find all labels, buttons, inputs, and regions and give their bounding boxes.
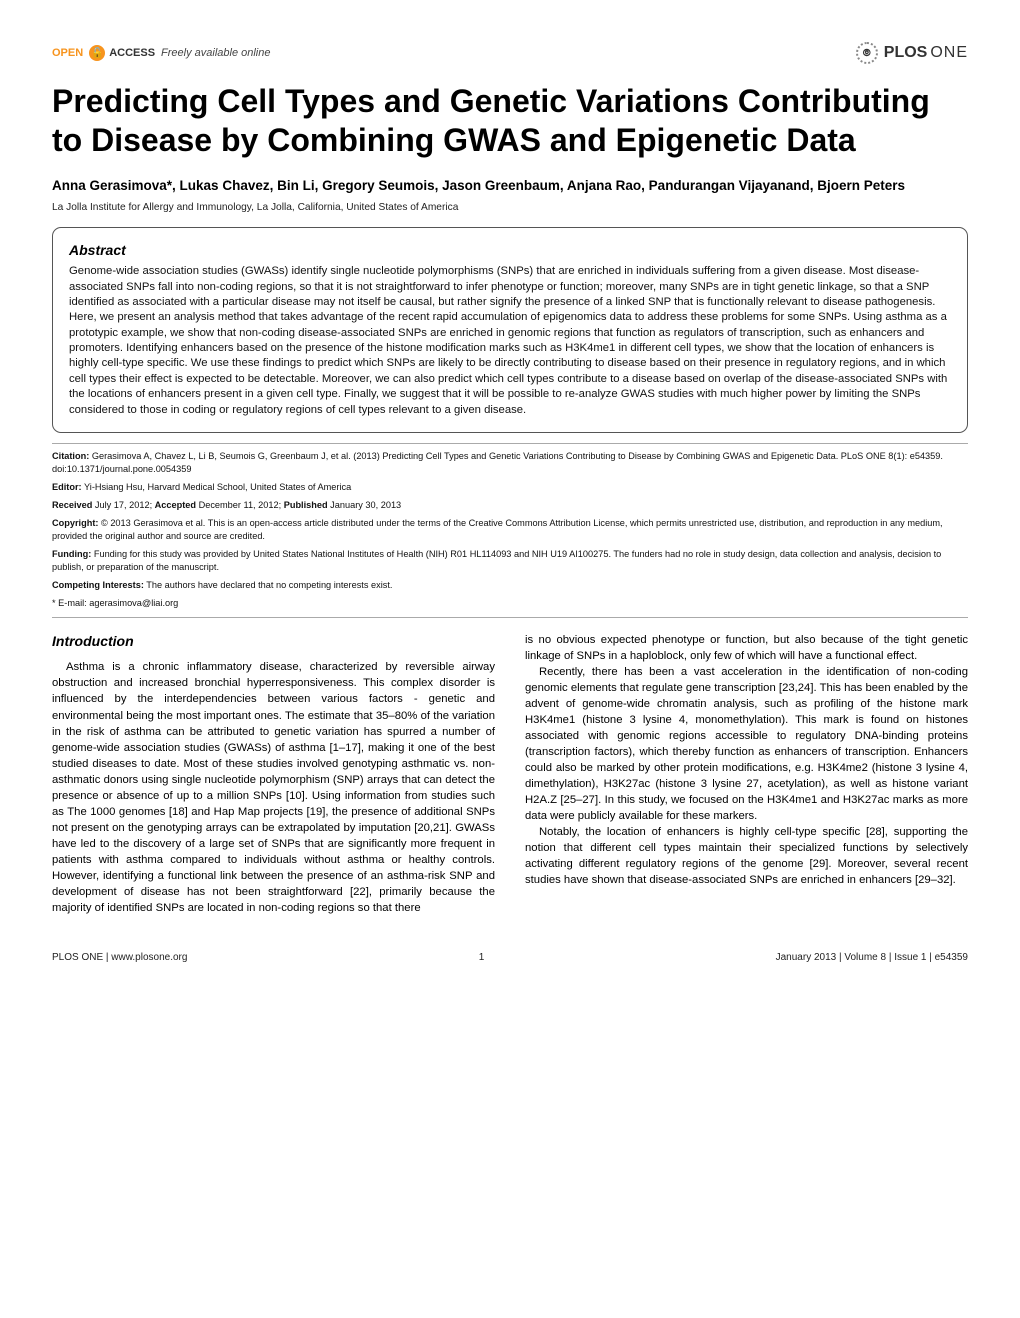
funding-label: Funding:	[52, 549, 91, 559]
copyright-line: Copyright: © 2013 Gerasimova et al. This…	[52, 517, 968, 543]
editor-text: Yi-Hsiang Hsu, Harvard Medical School, U…	[82, 482, 352, 492]
editor-line: Editor: Yi-Hsiang Hsu, Harvard Medical S…	[52, 481, 968, 494]
competing-line: Competing Interests: The authors have de…	[52, 579, 968, 592]
journal-logo: ⦾ PLOS ONE	[856, 42, 968, 64]
lock-open-icon: 🔓	[89, 45, 105, 61]
open-access-tagline: Freely available online	[161, 47, 270, 59]
author-list: Anna Gerasimova*, Lukas Chavez, Bin Li, …	[52, 176, 968, 196]
published-label: Published	[284, 500, 328, 510]
copyright-text: © 2013 Gerasimova et al. This is an open…	[52, 518, 943, 541]
top-bar: OPEN 🔓 ACCESS Freely available online ⦾ …	[52, 42, 968, 64]
open-access-badge: OPEN 🔓 ACCESS Freely available online	[52, 45, 270, 61]
plos-circle-icon: ⦾	[856, 42, 878, 64]
divider	[52, 443, 968, 444]
received-label: Received	[52, 500, 92, 510]
affiliation: La Jolla Institute for Allergy and Immun…	[52, 202, 968, 213]
intro-paragraph-2: Recently, there has been a vast accelera…	[525, 664, 968, 824]
competing-label: Competing Interests:	[52, 580, 144, 590]
divider	[52, 617, 968, 618]
metadata-block: Citation: Gerasimova A, Chavez L, Li B, …	[52, 443, 968, 618]
article-title: Predicting Cell Types and Genetic Variat…	[52, 82, 968, 160]
abstract-heading: Abstract	[69, 242, 951, 258]
citation-line: Citation: Gerasimova A, Chavez L, Li B, …	[52, 450, 968, 476]
journal-subname: ONE	[930, 44, 968, 62]
accepted-label: Accepted	[155, 500, 196, 510]
accepted-text: December 11, 2012;	[196, 500, 284, 510]
copyright-label: Copyright:	[52, 518, 98, 528]
access-label: ACCESS	[109, 47, 155, 59]
funding-line: Funding: Funding for this study was prov…	[52, 548, 968, 574]
competing-text: The authors have declared that no compet…	[144, 580, 393, 590]
abstract-box: Abstract Genome-wide association studies…	[52, 227, 968, 433]
footer-page-number: 1	[187, 952, 775, 963]
intro-paragraph-1-cont: is no obvious expected phenotype or func…	[525, 632, 968, 664]
published-text: January 30, 2013	[328, 500, 402, 510]
footer-left: PLOS ONE | www.plosone.org	[52, 952, 187, 963]
journal-name: PLOS	[884, 44, 928, 62]
body-columns: Introduction Asthma is a chronic inflamm…	[52, 632, 968, 916]
intro-paragraph-1: Asthma is a chronic inflammatory disease…	[52, 659, 495, 916]
citation-label: Citation:	[52, 451, 89, 461]
citation-text: Gerasimova A, Chavez L, Li B, Seumois G,…	[52, 451, 943, 474]
page-root: OPEN 🔓 ACCESS Freely available online ⦾ …	[0, 0, 1020, 993]
page-footer: PLOS ONE | www.plosone.org 1 January 201…	[52, 952, 968, 963]
introduction-heading: Introduction	[52, 632, 495, 652]
footer-right: January 2013 | Volume 8 | Issue 1 | e543…	[776, 952, 968, 963]
open-label: OPEN	[52, 47, 83, 59]
editor-label: Editor:	[52, 482, 82, 492]
received-text: July 17, 2012;	[92, 500, 154, 510]
abstract-text: Genome-wide association studies (GWASs) …	[69, 264, 951, 418]
email-label: * E-mail:	[52, 598, 89, 608]
email-text: agerasimova@liai.org	[89, 598, 178, 608]
dates-line: Received July 17, 2012; Accepted Decembe…	[52, 499, 968, 512]
intro-paragraph-3: Notably, the location of enhancers is hi…	[525, 824, 968, 888]
left-column: Introduction Asthma is a chronic inflamm…	[52, 632, 495, 916]
right-column: is no obvious expected phenotype or func…	[525, 632, 968, 916]
email-line: * E-mail: agerasimova@liai.org	[52, 597, 968, 610]
funding-text: Funding for this study was provided by U…	[52, 549, 941, 572]
